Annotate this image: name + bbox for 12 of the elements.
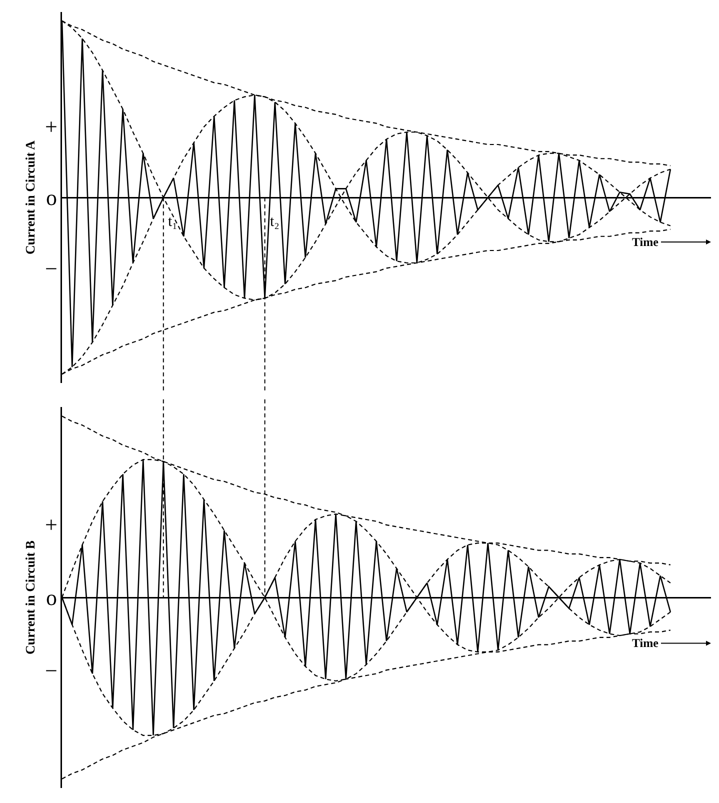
- annotation: Time: [632, 235, 660, 249]
- annotation: −: [45, 658, 58, 683]
- annotation: Time: [632, 636, 660, 650]
- annotation: −: [45, 256, 58, 281]
- annotation: o: [46, 585, 57, 610]
- annotation: o: [46, 185, 57, 210]
- annotation: t₂: [270, 214, 280, 230]
- annotation: +: [45, 512, 58, 537]
- annotation: t₁: [168, 214, 178, 230]
- y-axis-title: Current in Circuit A: [22, 140, 38, 254]
- annotation: +: [45, 114, 58, 139]
- y-axis-title: Current in Circuit B: [22, 540, 38, 654]
